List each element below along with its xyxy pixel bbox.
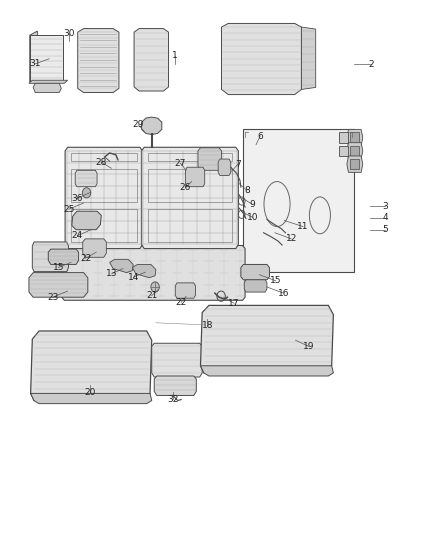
Text: 25: 25 [63,205,74,214]
Polygon shape [301,27,316,90]
Text: 11: 11 [297,222,309,231]
Bar [148,209,233,242]
Bar [339,132,348,143]
Bar [350,146,359,156]
Polygon shape [244,280,267,292]
Bar [350,132,359,143]
Polygon shape [72,211,101,230]
Text: 15: 15 [53,263,64,272]
Polygon shape [218,159,231,175]
Polygon shape [152,343,202,377]
Text: 13: 13 [106,269,117,278]
Text: 22: 22 [176,298,187,307]
Text: 5: 5 [382,225,388,234]
Text: 32: 32 [167,394,178,403]
Text: 17: 17 [228,299,240,308]
Text: 24: 24 [72,231,83,240]
Polygon shape [141,117,162,134]
Bar [71,209,137,242]
Polygon shape [33,83,61,93]
Polygon shape [31,393,152,403]
Text: 31: 31 [29,59,41,68]
Polygon shape [198,148,222,171]
Text: 30: 30 [63,29,74,38]
Text: 23: 23 [47,293,59,302]
Text: 29: 29 [133,120,144,130]
Text: 26: 26 [180,183,191,192]
Polygon shape [31,331,152,401]
Bar [148,169,233,201]
Polygon shape [241,264,269,280]
Text: 9: 9 [249,199,254,208]
Polygon shape [201,366,333,376]
Polygon shape [30,35,64,82]
Polygon shape [29,273,88,297]
Polygon shape [154,376,196,395]
Polygon shape [48,249,78,264]
Text: 2: 2 [368,60,374,69]
Text: 27: 27 [175,159,186,168]
Text: 6: 6 [258,132,263,141]
Text: 7: 7 [235,160,241,168]
Text: 16: 16 [278,288,289,297]
Polygon shape [347,130,363,146]
Bar [148,154,233,161]
Text: 8: 8 [244,186,250,195]
Polygon shape [244,130,353,272]
Polygon shape [29,80,67,83]
Polygon shape [347,156,363,172]
Polygon shape [347,143,363,159]
Text: 15: 15 [270,276,282,285]
Polygon shape [132,264,156,278]
Text: 18: 18 [201,321,213,330]
Text: 20: 20 [84,388,95,397]
Polygon shape [30,31,37,82]
Text: 19: 19 [303,342,314,351]
Text: 21: 21 [146,291,157,300]
Text: 10: 10 [247,213,258,222]
Polygon shape [32,242,68,272]
Text: 36: 36 [71,194,83,203]
Bar [350,159,359,169]
Text: 28: 28 [95,158,107,167]
Text: 3: 3 [382,201,388,211]
Circle shape [151,282,159,292]
Polygon shape [62,246,245,300]
Bar [71,169,137,201]
Text: 14: 14 [127,273,139,282]
Polygon shape [175,283,195,298]
Polygon shape [75,171,97,187]
Polygon shape [78,29,119,93]
Text: 1: 1 [172,51,178,60]
Polygon shape [110,260,133,273]
Polygon shape [222,23,301,94]
Text: 4: 4 [382,213,388,222]
Text: 12: 12 [286,235,297,244]
Polygon shape [141,147,238,248]
Bar [71,154,137,161]
Polygon shape [201,305,333,373]
Polygon shape [134,29,169,91]
Polygon shape [65,147,142,248]
Bar [339,146,348,156]
Circle shape [82,188,91,198]
Polygon shape [185,167,205,187]
Polygon shape [83,239,106,257]
Text: 22: 22 [80,254,92,263]
